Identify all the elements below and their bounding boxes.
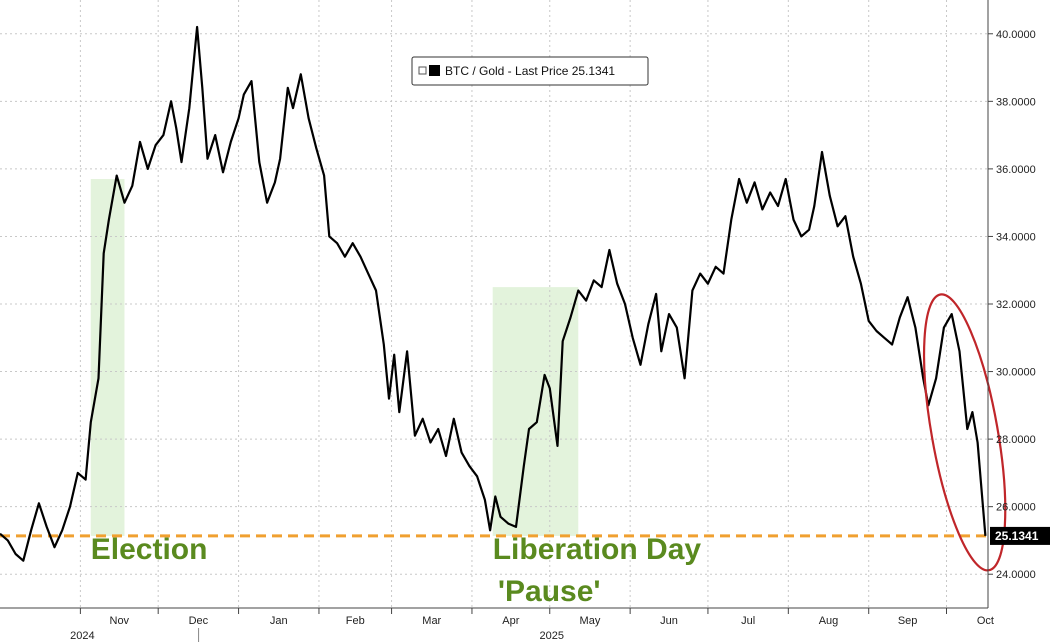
shaded-region-1 (90, 179, 125, 536)
y-tick-label: 38.0000 (996, 96, 1036, 108)
annotation-pause: 'Pause' (498, 575, 601, 608)
gridlines (0, 0, 988, 608)
highlight-ellipse (922, 293, 1007, 572)
annotation-liberation-day: Liberation Day (493, 533, 702, 566)
y-tick-label: 28.0000 (996, 434, 1036, 446)
y-tick-label: 26.0000 (996, 502, 1036, 514)
x-month-label: Sep (898, 615, 918, 627)
y-tick-label: 34.0000 (996, 231, 1036, 243)
shaded-region-2 (492, 287, 579, 536)
legend-box (411, 56, 649, 86)
shaded-regions (90, 179, 579, 536)
legend-toggle-icon (418, 66, 427, 75)
y-tick-label: 40.0000 (996, 29, 1036, 41)
x-month-label: Nov (110, 615, 130, 627)
x-month-label: Jul (741, 615, 755, 627)
x-month-label: Feb (346, 615, 365, 627)
legend-label: BTC / Gold - Last Price 25.1341 (445, 64, 615, 78)
x-year-label: 2024 (70, 630, 94, 642)
y-tick-label: 30.0000 (996, 367, 1036, 379)
x-month-label: Mar (422, 615, 441, 627)
x-month-label: Apr (502, 615, 519, 627)
legend-swatch (429, 65, 440, 76)
y-tick-label: 24.0000 (996, 569, 1036, 581)
x-month-label: Jun (660, 615, 678, 627)
x-month-label: Aug (819, 615, 839, 627)
series-line-btc-gold (0, 25, 987, 562)
x-month-label: Jan (270, 615, 288, 627)
x-month-label: Oct (977, 615, 994, 627)
y-tick-label: 32.0000 (996, 299, 1036, 311)
last-value-box (990, 526, 1050, 545)
legend-group: BTC / Gold - Last Price 25.1341 (411, 56, 649, 86)
x-year-label: 2025 (540, 630, 564, 642)
y-tick-label: 36.0000 (996, 164, 1036, 176)
x-month-label: Dec (189, 615, 209, 627)
series-group (0, 25, 987, 562)
last-value-label: 25.1341 (995, 529, 1039, 543)
annotation-election: Election (91, 533, 208, 566)
annotations-group: Election Liberation Day 'Pause' (91, 533, 702, 608)
x-month-label: May (580, 615, 601, 627)
highlight-ellipse-group (922, 293, 1007, 572)
